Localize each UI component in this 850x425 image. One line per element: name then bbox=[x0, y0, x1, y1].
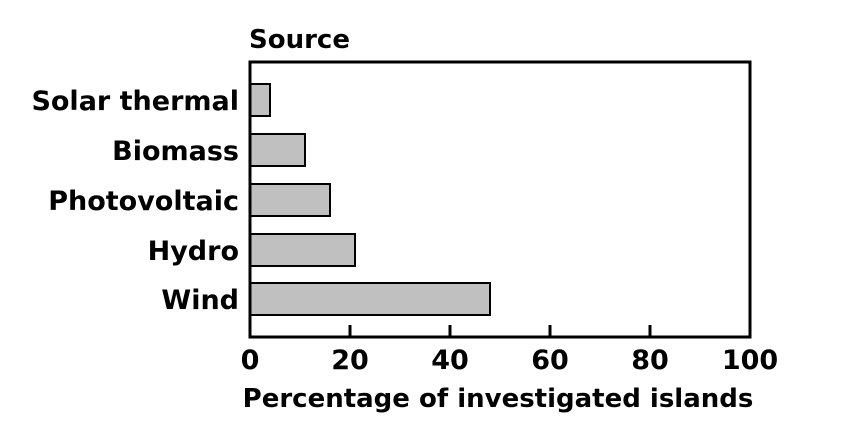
bar-hydro bbox=[249, 233, 356, 267]
category-label: Solar thermal bbox=[31, 86, 239, 117]
x-tick-label: 100 bbox=[722, 345, 778, 376]
bar-biomass bbox=[249, 133, 306, 167]
bar-solar-thermal bbox=[249, 83, 271, 117]
x-tick-label: 80 bbox=[631, 345, 669, 376]
plot-frame bbox=[248, 60, 752, 339]
bar-wind bbox=[249, 282, 491, 316]
category-label: Wind bbox=[161, 285, 239, 316]
category-label: Hydro bbox=[148, 236, 239, 267]
y-axis-title: Source bbox=[249, 25, 350, 55]
x-tick-label: 0 bbox=[241, 345, 260, 376]
x-tick-label: 60 bbox=[531, 345, 569, 376]
x-axis-title: Percentage of investigated islands bbox=[243, 384, 754, 414]
bars-group bbox=[249, 83, 491, 316]
category-label: Biomass bbox=[112, 136, 239, 167]
x-axis-tick-labels: 0 20 40 60 80 100 bbox=[241, 345, 779, 376]
category-labels: Solar thermal Biomass Photovoltaic Hydro Win… bbox=[31, 86, 239, 316]
x-axis-ticks bbox=[248, 325, 752, 337]
x-tick-label: 40 bbox=[431, 345, 469, 376]
category-label: Photovoltaic bbox=[48, 186, 239, 217]
x-tick-label: 20 bbox=[331, 345, 369, 376]
bar-photovoltaic bbox=[249, 183, 331, 217]
